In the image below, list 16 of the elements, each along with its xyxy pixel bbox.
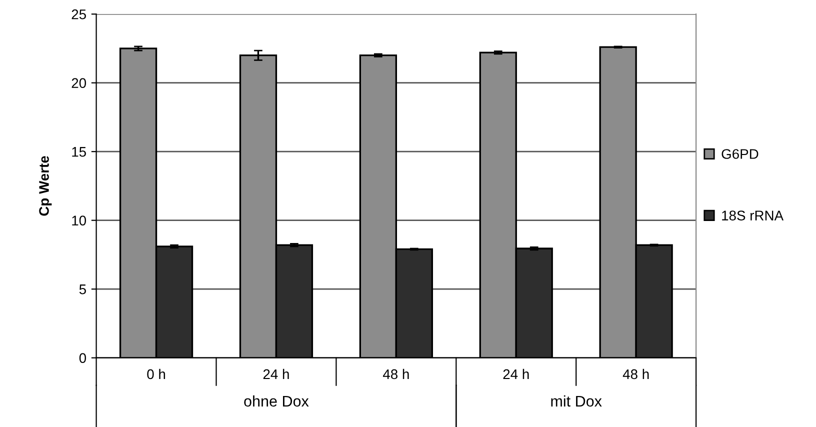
x-tick-label: 48 h — [622, 368, 649, 380]
x-tick-label: 24 h — [503, 368, 529, 379]
x-tick-label: 48 h — [382, 368, 409, 380]
y-tick-label: 10 — [72, 216, 86, 226]
legend-label: 18S rRNA — [722, 210, 784, 220]
y-tick-label: 20 — [72, 78, 86, 88]
y-tick-label: 15 — [72, 147, 86, 157]
text: ohne Dox — [244, 395, 309, 407]
y-axis-title: Cp Werte — [39, 156, 52, 216]
y-tick-label: 5 — [79, 284, 86, 294]
x-tick-label: 24 h — [263, 368, 289, 379]
y-tick-label: 25 — [72, 9, 86, 20]
text: mit Dox — [551, 395, 602, 407]
x-tick-label: 0 h — [147, 368, 166, 380]
y-tick-label: 0 — [79, 353, 86, 363]
legend-label: G6PD — [722, 149, 758, 159]
